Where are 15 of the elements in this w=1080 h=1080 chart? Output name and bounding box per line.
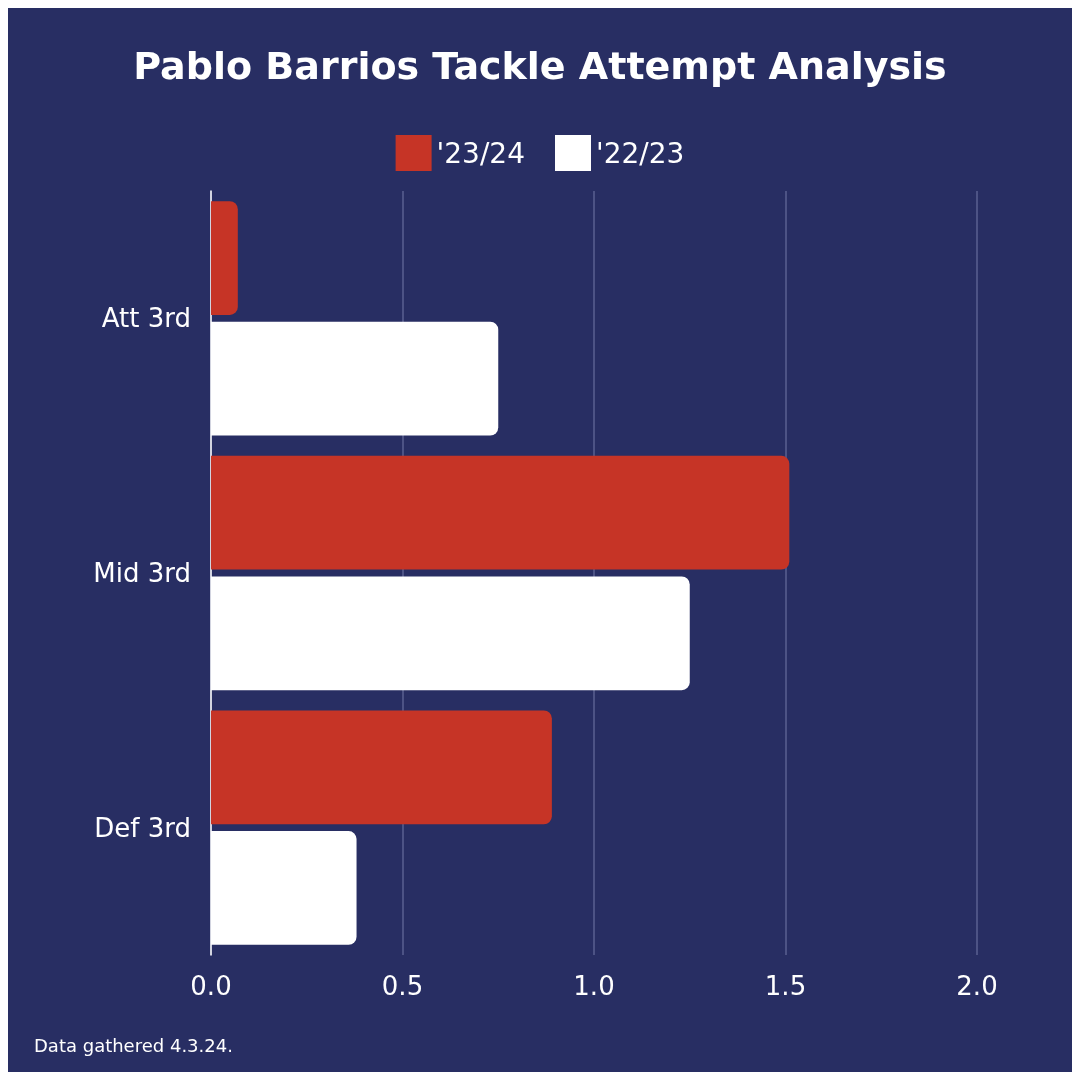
- legend-label: '23/24: [436, 136, 525, 170]
- x-tick-label: 1.0: [573, 971, 615, 1001]
- legend-label: '22/23: [596, 136, 685, 170]
- x-tick-label: 2.0: [956, 971, 998, 1001]
- bar: [211, 201, 238, 315]
- bar: [211, 455, 790, 570]
- y-tick-label: Att 3rd: [101, 303, 191, 334]
- y-tick-label: Def 3rd: [94, 812, 191, 843]
- y-tick-label: Mid 3rd: [93, 558, 191, 588]
- x-tick-label: 0.5: [381, 971, 424, 1001]
- bar: [211, 710, 552, 825]
- text: Data gathered 4.3.24.: [34, 1034, 233, 1056]
- chart-title: Pablo Barrios Tackle Attempt Analysis: [133, 44, 947, 88]
- x-tick-label: 1.5: [764, 971, 807, 1001]
- x-tick-label: 0.0: [190, 971, 232, 1001]
